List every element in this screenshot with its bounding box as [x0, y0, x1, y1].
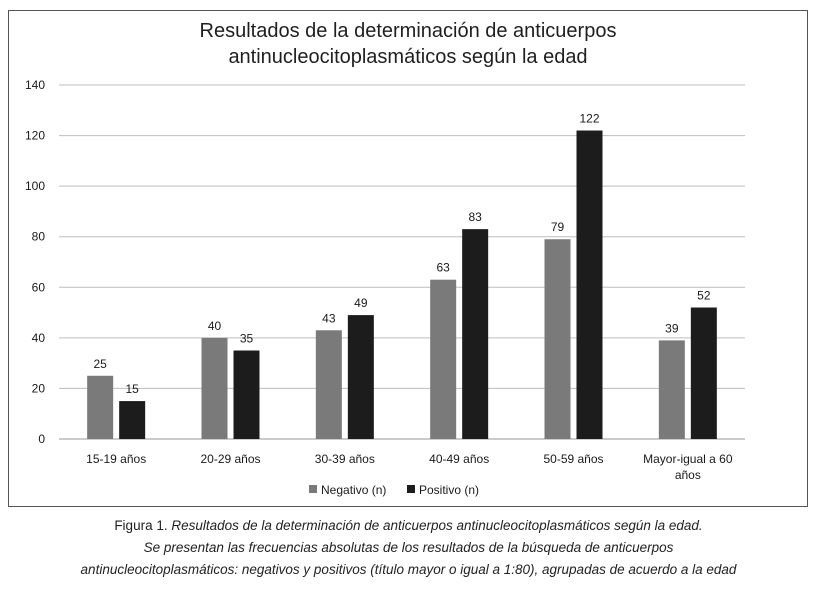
caption-line-3: antinucleocitoplasmáticos: negativos y p…	[80, 562, 737, 577]
data-label-negativo-4: 63	[436, 261, 450, 275]
grid-lines	[59, 84, 745, 440]
x-category-label-2: 20-29 años	[200, 452, 260, 466]
bar-negativo-2	[201, 337, 228, 439]
x-category-label-6-line-1: Mayor-igual a 60	[643, 452, 733, 466]
bar-positivo-3	[347, 315, 374, 439]
figure-caption: Figura 1. Resultados de la determinación…	[0, 515, 817, 581]
y-tick-label-40: 40	[32, 331, 46, 345]
bar-positivo-6	[690, 307, 717, 439]
data-label-negativo-5: 79	[551, 220, 565, 234]
y-tick-label-60: 60	[32, 280, 46, 294]
y-tick-label-80: 80	[32, 230, 46, 244]
legend: Negativo (n) Positivo (n)	[309, 483, 479, 497]
bar-negativo-3	[315, 330, 342, 439]
data-label-positivo-3: 49	[354, 296, 368, 310]
data-labels: 25 15 40 35 43 49 63 83 79 122 39 52	[93, 112, 710, 397]
chart-title-line-1: Resultados de la determinación de anticu…	[200, 20, 617, 42]
y-axis-ticks: 0 20 40 60 80 100 120 140	[25, 78, 45, 446]
y-tick-label-100: 100	[25, 179, 45, 193]
bar-negativo-4	[430, 279, 457, 439]
bar-negativo-6	[658, 340, 685, 439]
x-category-label-6-line-2: años	[675, 468, 701, 482]
data-label-positivo-4: 83	[468, 210, 482, 224]
x-category-label-4: 40-49 años	[429, 452, 489, 466]
legend-label-negativo: Negativo (n)	[321, 483, 386, 497]
bars	[87, 130, 717, 439]
bar-positivo-2	[233, 350, 260, 439]
legend-label-positivo: Positivo (n)	[419, 483, 479, 497]
chart-title-line-2: antinucleocitoplasmáticos según la edad	[228, 46, 587, 68]
bar-negativo-5	[544, 239, 571, 439]
data-label-negativo-3: 43	[322, 311, 336, 325]
chart-svg: Resultados de la determinación de anticu…	[25, 20, 745, 497]
bar-negativo-1	[87, 375, 114, 439]
chart-frame: Resultados de la determinación de anticu…	[8, 10, 808, 507]
data-label-negativo-2: 40	[208, 319, 222, 333]
x-category-label-5: 50-59 años	[543, 452, 603, 466]
legend-swatch-negativo	[309, 485, 317, 493]
data-label-positivo-2: 35	[240, 332, 254, 346]
caption-title: Resultados de la determinación de anticu…	[171, 518, 703, 533]
y-tick-label-140: 140	[25, 78, 45, 92]
data-label-negativo-6: 39	[665, 321, 679, 335]
x-category-label-3: 30-39 años	[315, 452, 375, 466]
caption-line-1: Figura 1. Resultados de la determinación…	[0, 515, 817, 537]
data-label-positivo-6: 52	[697, 289, 711, 303]
data-label-negativo-1: 25	[93, 357, 107, 371]
legend-swatch-positivo	[407, 485, 415, 493]
y-tick-label-0: 0	[38, 432, 45, 446]
data-label-positivo-1: 15	[125, 382, 139, 396]
x-category-label-1: 15-19 años	[86, 452, 146, 466]
y-tick-label-20: 20	[32, 381, 46, 395]
bar-positivo-5	[576, 130, 603, 439]
bar-positivo-4	[462, 229, 489, 439]
caption-figure-number: Figura 1.	[114, 518, 172, 533]
y-tick-label-120: 120	[25, 129, 45, 143]
bar-positivo-1	[119, 401, 146, 439]
caption-line-2: Se presentan las frecuencias absolutas d…	[143, 540, 674, 555]
x-axis-categories: 15-19 años 20-29 años 30-39 años 40-49 años…	[86, 452, 733, 482]
chart-title: Resultados de la determinación de anticu…	[200, 20, 617, 68]
data-label-positivo-5: 122	[579, 112, 599, 126]
